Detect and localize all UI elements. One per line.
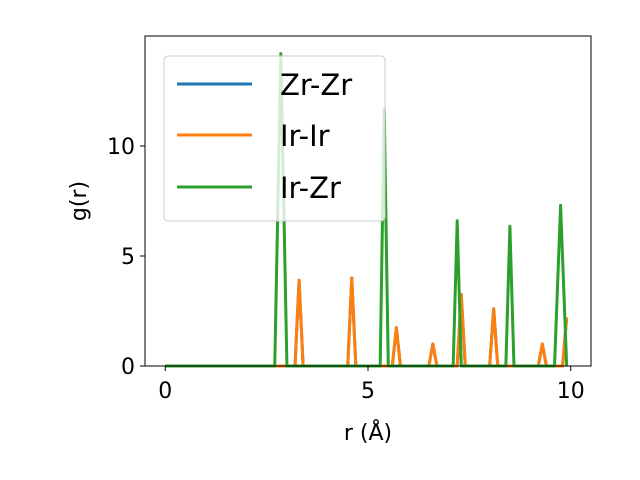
legend-item-ir-zr: Ir-Zr [177, 171, 341, 205]
legend: Zr-Zr Ir-Ir Ir-Zr [163, 55, 386, 222]
y-tick-label: 10 [107, 135, 135, 160]
y-axis-label: g(r) [67, 181, 92, 221]
y-tick-label: 0 [121, 355, 135, 380]
legend-item-ir-ir: Ir-Ir [177, 119, 330, 153]
x-tick-label: 10 [557, 379, 585, 404]
x-axis: 0 5 10 [158, 366, 585, 404]
legend-box [163, 55, 386, 222]
y-tick-label: 5 [121, 245, 135, 270]
legend-label-ir-ir: Ir-Ir [280, 119, 330, 153]
x-axis-label: r (Å) [344, 419, 392, 446]
legend-label-zr-zr: Zr-Zr [280, 68, 352, 102]
x-tick-label: 0 [158, 379, 172, 404]
legend-label-ir-zr: Ir-Zr [280, 171, 341, 205]
y-axis: 0 5 10 [107, 135, 145, 380]
legend-item-zr-zr: Zr-Zr [177, 68, 352, 102]
x-tick-label: 5 [361, 379, 375, 404]
